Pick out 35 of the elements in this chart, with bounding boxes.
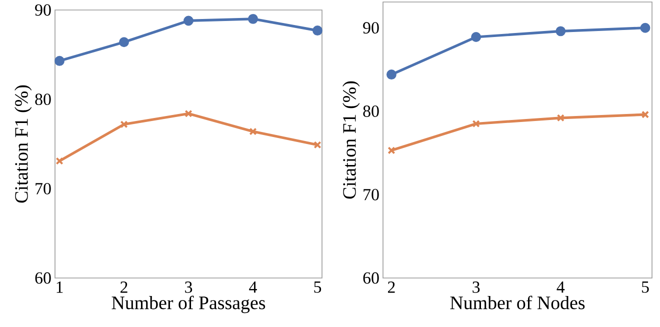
x-tick-label: 3 [185, 282, 192, 293]
x-tick-label: 2 [388, 282, 395, 293]
y-tick-label: 80 [35, 94, 51, 106]
x-tick-label: 4 [249, 282, 257, 293]
x-tick-label: 3 [472, 282, 480, 293]
point [640, 22, 650, 33]
point [386, 70, 396, 80]
point [249, 128, 257, 136]
point [471, 32, 482, 42]
x-axis-title: Number of Nodes [450, 296, 585, 310]
y-tick-label: 60 [35, 272, 51, 284]
x-tick-label: 4 [556, 282, 565, 293]
y-tick-label: 90 [35, 4, 51, 16]
point [248, 14, 258, 24]
y-tick-label: 60 [363, 272, 379, 284]
point [556, 114, 564, 122]
point [184, 16, 194, 26]
point [184, 110, 192, 118]
point [472, 120, 480, 128]
point [312, 26, 322, 36]
x-tick-label: 2 [120, 282, 128, 293]
x-axis-title: Number of Passages [112, 296, 266, 314]
y-axis-title: Citation F1 (%) [342, 81, 360, 199]
x-tick-label: 5 [314, 282, 322, 293]
point [120, 120, 128, 128]
y-tick-label: 70 [364, 188, 379, 200]
y-tick-label: 70 [36, 182, 51, 194]
y-axis-title: Citation F1 (%) [14, 85, 32, 203]
y-tick-label: 90 [363, 22, 379, 34]
x-tick-label: 5 [642, 282, 649, 293]
point [556, 26, 566, 36]
x-tick-label: 1 [56, 282, 63, 293]
point [119, 37, 129, 48]
point [54, 56, 64, 66]
y-tick-label: 80 [363, 106, 379, 117]
